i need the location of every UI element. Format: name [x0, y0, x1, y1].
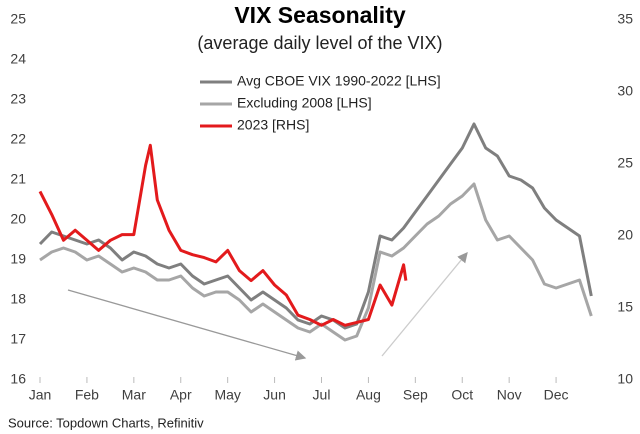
y-tick-label: 21	[10, 171, 26, 187]
y2-tick-label: 15	[617, 299, 633, 315]
legend-label: Avg CBOE VIX 1990-2022 [LHS]	[237, 73, 441, 89]
y-tick-label: 17	[10, 331, 26, 347]
series-line	[38, 143, 408, 327]
legend: Avg CBOE VIX 1990-2022 [LHS] Excluding 20…	[200, 73, 441, 133]
x-tick-label: Jul	[313, 387, 331, 403]
x-tick-label: Mar	[122, 387, 146, 403]
legend-label: 2023 [RHS]	[237, 117, 309, 133]
chart-subtitle: (average daily level of the VIX)	[197, 33, 442, 53]
x-tick-label: Nov	[497, 387, 522, 403]
chart-title: VIX Seasonality	[234, 2, 406, 28]
y2-tick-label: 20	[617, 227, 633, 243]
x-tick-label: Sep	[403, 387, 428, 403]
y-tick-label: 16	[10, 371, 26, 387]
y2-tick-label: 10	[617, 371, 633, 387]
x-tick-label: Jun	[263, 387, 286, 403]
y-tick-label: 25	[10, 11, 26, 27]
y2-tick-label: 25	[617, 155, 633, 171]
y-tick-label: 20	[10, 211, 26, 227]
y2-tick-label: 30	[617, 83, 633, 99]
y-tick-label: 19	[10, 251, 26, 267]
source: Source: Topdown Charts, Refinitiv	[8, 415, 204, 430]
y-tick-label: 18	[10, 291, 26, 307]
legend-label: Excluding 2008 [LHS]	[237, 95, 372, 111]
series-line	[38, 122, 593, 330]
x-tick-label: Feb	[75, 387, 99, 403]
x-tick-label: Aug	[356, 387, 381, 403]
y2-tick-label: 35	[617, 11, 633, 27]
series-line	[39, 182, 593, 342]
x-tick-label: Apr	[170, 387, 192, 403]
x-tick-label: May	[214, 387, 240, 403]
x-tick-label: Jan	[29, 387, 52, 403]
y-tick-label: 22	[10, 131, 26, 147]
arrow	[67, 289, 307, 361]
x-tick-label: Dec	[544, 387, 569, 403]
x-tick-label: Oct	[451, 387, 473, 403]
y-tick-label: 24	[10, 51, 26, 67]
arrow	[381, 251, 468, 357]
y-tick-label: 23	[10, 91, 26, 107]
